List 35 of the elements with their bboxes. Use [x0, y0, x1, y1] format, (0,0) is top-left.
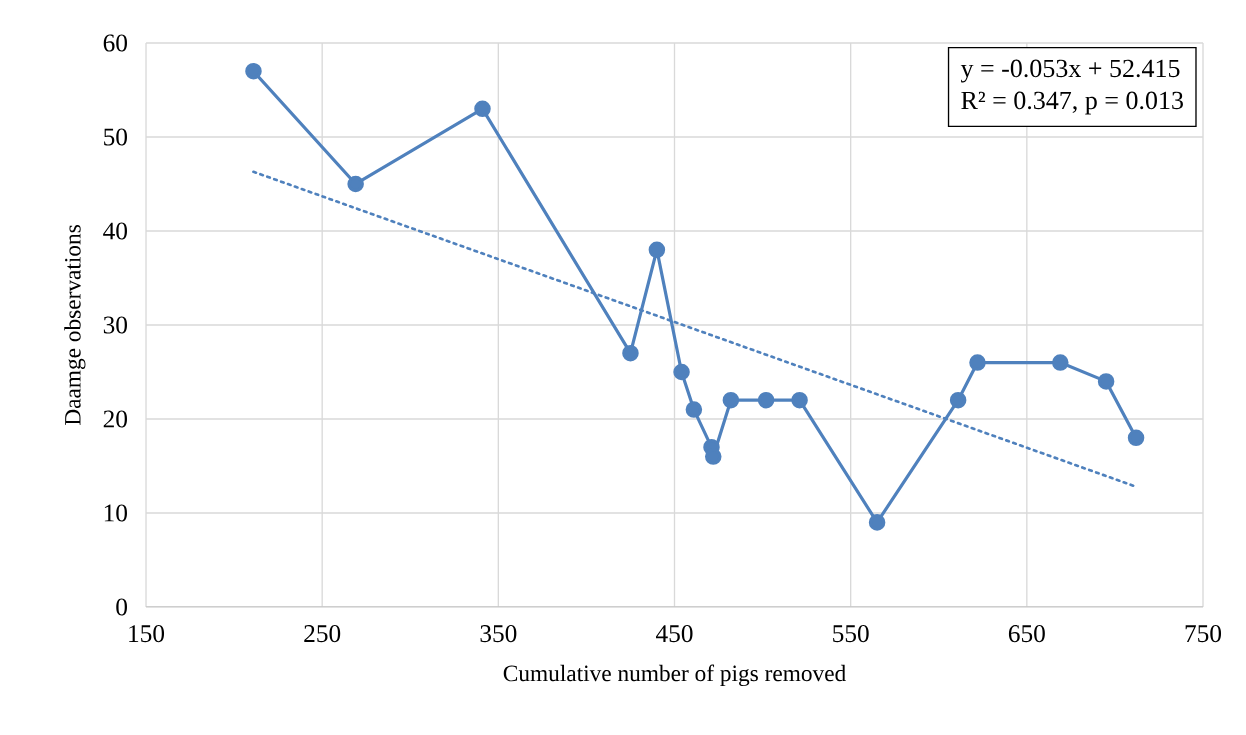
point [791, 391, 808, 409]
x-tick-label: 650 [1008, 625, 1045, 643]
point [347, 175, 364, 193]
point [868, 514, 886, 531]
point [245, 62, 262, 80]
point [969, 354, 986, 371]
y-tick-label: 20 [103, 410, 127, 428]
point [1127, 429, 1145, 447]
y-tick-label: 40 [103, 222, 127, 240]
x-tick-label: 550 [833, 625, 869, 643]
x-tick-label: 750 [1185, 625, 1222, 643]
y-tick-label: 10 [104, 504, 127, 522]
x-axis-title: Cumulative number of pigs removed [503, 664, 846, 687]
point [685, 401, 703, 418]
point [648, 241, 666, 259]
point [705, 448, 722, 465]
point [673, 363, 690, 381]
point [757, 391, 775, 409]
x-tick-label: 250 [304, 625, 341, 643]
point [949, 391, 967, 409]
point [722, 391, 740, 409]
point [622, 344, 639, 362]
point [1097, 373, 1115, 390]
point [1052, 354, 1069, 371]
y-tick-label: 50 [104, 128, 127, 146]
x-tick-label: 450 [656, 625, 693, 643]
annotation: R² = 0.347, p = 0.013 [961, 91, 1183, 115]
x-tick-label: 150 [129, 625, 165, 643]
y-tick-label: 30 [103, 316, 127, 334]
annotation: y = -0.053x + 52.415 [960, 59, 1180, 83]
x-tick-label: 350 [480, 625, 517, 643]
y-axis-title: Daamge observations [64, 225, 86, 426]
y-tick-label: 0 [116, 598, 127, 616]
y-tick-label: 60 [103, 34, 127, 52]
point [474, 100, 491, 118]
